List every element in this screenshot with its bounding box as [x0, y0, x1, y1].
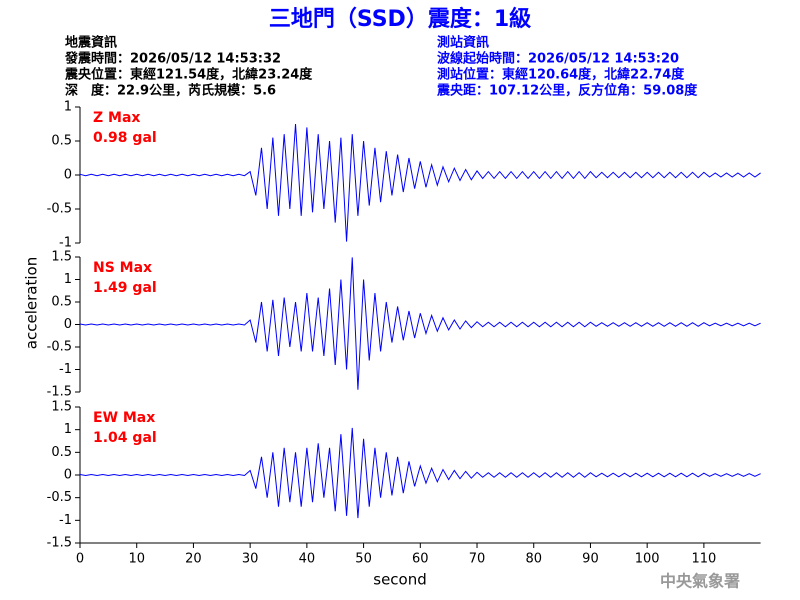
- y-tick-label: -1.5: [47, 536, 72, 551]
- info-left: 震央位置：東經121.54度，北緯23.24度: [64, 67, 313, 83]
- y-tick-label: -1: [59, 362, 72, 377]
- x-tick-label: 110: [691, 552, 716, 567]
- y-tick-label: 0.5: [51, 445, 72, 460]
- component-label: EW Max: [93, 410, 155, 426]
- x-tick-label: 60: [412, 552, 429, 567]
- y-tick-label: 1.5: [51, 250, 72, 265]
- x-tick-label: 20: [185, 552, 202, 567]
- y-tick-label: -0.5: [47, 340, 72, 355]
- waveform: [79, 427, 761, 519]
- info-right: 測站資訊: [437, 35, 489, 51]
- max-label: 1.04 gal: [93, 430, 157, 446]
- info-left: 深 度：22.9公里，芮氏規模：5.6: [65, 83, 276, 99]
- y-tick-label: -0.5: [47, 490, 72, 505]
- x-tick-label: 90: [582, 552, 599, 567]
- y-tick-label: 1: [64, 422, 72, 437]
- info-right: 震央距：107.12公里，反方位角：59.08度: [436, 83, 698, 99]
- x-tick-label: 80: [525, 552, 542, 567]
- x-tick-label: 70: [469, 552, 486, 567]
- y-tick-label: 1: [64, 100, 72, 115]
- x-tick-label: 50: [355, 552, 372, 567]
- y-tick-label: -1: [59, 236, 72, 251]
- x-axis-label: second: [373, 571, 427, 589]
- x-tick-label: 100: [635, 552, 660, 567]
- x-tick-label: 40: [299, 552, 316, 567]
- x-tick-label: 0: [76, 552, 84, 567]
- y-tick-label: 0: [64, 168, 72, 183]
- y-tick-label: -0.5: [47, 202, 72, 217]
- component-label: Z Max: [93, 110, 140, 126]
- footer: 中央氣象署: [660, 572, 740, 591]
- y-tick-label: 0: [64, 468, 72, 483]
- waveform: [79, 123, 761, 242]
- info-left: 地震資訊: [65, 35, 117, 51]
- title: 三地門（SSD）震度：1級: [269, 6, 531, 32]
- info-left: 發震時間：2026/05/12 14:53:32: [64, 51, 281, 67]
- x-tick-label: 10: [128, 552, 145, 567]
- y-tick-label: 0.5: [51, 295, 72, 310]
- component-label: NS Max: [93, 260, 152, 276]
- info-right: 測站位置：東經120.64度，北緯22.74度: [437, 67, 685, 83]
- max-label: 0.98 gal: [93, 130, 157, 146]
- max-label: 1.49 gal: [93, 280, 157, 296]
- y-tick-label: 1: [64, 272, 72, 287]
- x-tick-label: 30: [242, 552, 259, 567]
- y-axis-label: acceleration: [23, 257, 41, 349]
- y-tick-label: 1.5: [51, 400, 72, 415]
- y-tick-label: 0: [64, 317, 72, 332]
- info-right: 波線起始時間：2026/05/12 14:53:20: [437, 51, 679, 67]
- y-tick-label: 0.5: [51, 134, 72, 149]
- y-tick-label: -1: [59, 513, 72, 528]
- waveform: [79, 257, 761, 390]
- y-tick-label: -1.5: [47, 385, 72, 400]
